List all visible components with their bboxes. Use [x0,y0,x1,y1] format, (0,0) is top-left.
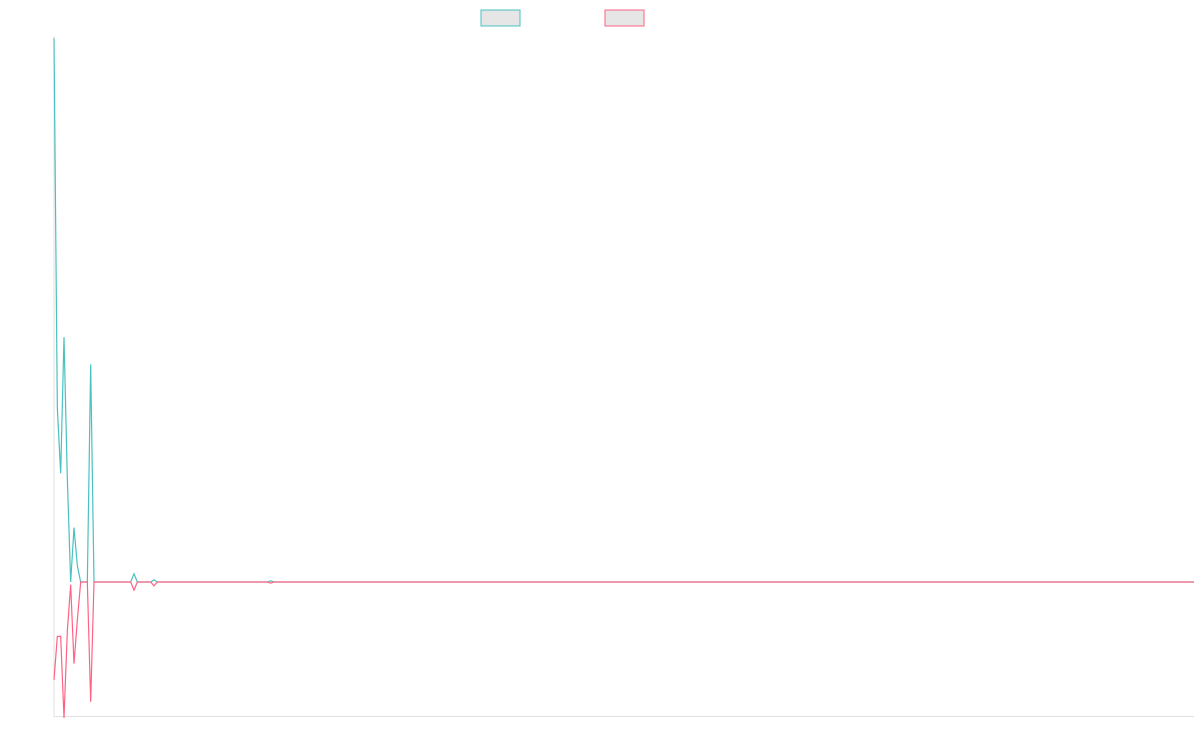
series-line [53,37,1194,583]
legend-swatch [480,9,521,27]
series-line [53,581,1194,719]
legend-swatch [604,9,645,27]
